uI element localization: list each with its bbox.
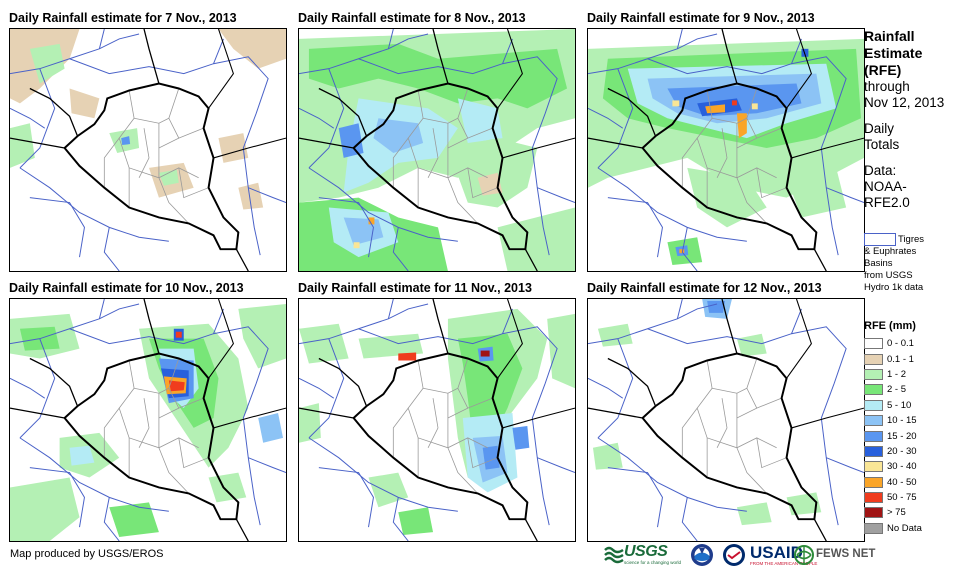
- usaid-logo: USAID FROM THE AMERICAN PEOPLE: [722, 541, 817, 569]
- panel-title: Daily Rainfall estimate for 12 Nov., 201…: [587, 281, 822, 295]
- logo-bar: USGS science for a changing world USAID …: [604, 541, 964, 569]
- usgs-logo-text: USGS: [624, 543, 668, 560]
- rainfall-map: [298, 298, 576, 542]
- panel-title: Daily Rainfall estimate for 10 Nov., 201…: [9, 281, 244, 295]
- rfe-legend-row: 0.1 - 1: [864, 351, 964, 366]
- rfe-class-label: 30 - 40: [887, 461, 917, 473]
- side-title-block: Rainfall Estimate (RFE) through Nov 12, …: [864, 28, 964, 211]
- data-source-1: NOAA-: [864, 179, 907, 194]
- rfe-color-swatch: [864, 368, 883, 380]
- map-panel-nov-7: Daily Rainfall estimate for 7 Nov., 2013: [9, 10, 287, 272]
- rfe-class-label: No Data: [887, 522, 922, 534]
- rfe-legend-row: 15 - 20: [864, 428, 964, 443]
- fews-net-logo: FEWS NET: [794, 541, 964, 569]
- rfe-legend-row: 1 - 2: [864, 367, 964, 382]
- map-panel-nov-11: Daily Rainfall estimate for 11 Nov., 201…: [298, 280, 576, 542]
- usaid-logo-text: USAID: [750, 543, 803, 562]
- rfe-legend-row: 30 - 40: [864, 459, 964, 474]
- panel-title: Daily Rainfall estimate for 8 Nov., 2013: [298, 11, 526, 25]
- rfe-legend-row: No Data: [864, 521, 964, 536]
- rainfall-map: [587, 28, 865, 272]
- basin-line-4: from USGS: [864, 270, 913, 282]
- title-line-2: Estimate: [864, 45, 923, 61]
- usaid-seal-icon: [723, 544, 745, 566]
- basin-line-1: Tigres: [898, 234, 925, 246]
- rfe-color-swatch: [864, 522, 883, 534]
- fews-net-logo-text: FEWS NET: [816, 548, 876, 560]
- rfe-class-label: 50 - 75: [887, 492, 917, 504]
- rainfall-map: [298, 28, 576, 272]
- rainfall-areas: [299, 308, 575, 536]
- usgs-logo: USGS science for a changing world: [604, 541, 686, 569]
- rainfall-areas: [10, 303, 286, 541]
- rfe-legend: RFE (mm) 0 - 0.1 0.1 - 1 1 - 2 2 - 5 5 - 10 1…: [864, 320, 964, 536]
- rfe-color-swatch: [864, 492, 883, 504]
- noaa-seal-icon: [691, 544, 713, 566]
- rfe-color-swatch: [864, 430, 883, 442]
- rfe-class-label: > 75: [887, 507, 906, 519]
- rfe-class-label: 15 - 20: [887, 430, 917, 442]
- rfe-color-swatch: [864, 461, 883, 473]
- title-line-3: (RFE): [864, 62, 902, 78]
- map-credit: Map produced by USGS/EROS: [10, 548, 164, 560]
- title-line-1: Rainfall: [864, 28, 915, 44]
- rfe-class-label: 2 - 5: [887, 384, 907, 396]
- rfe-class-label: 5 - 10: [887, 399, 912, 411]
- rfe-legend-row: 2 - 5: [864, 382, 964, 397]
- rfe-class-label: 0.1 - 1: [887, 353, 914, 365]
- rfe-legend-row: 50 - 75: [864, 490, 964, 505]
- rainfall-map: [9, 28, 287, 272]
- rfe-color-swatch: [864, 399, 883, 411]
- rfe-legend-title: RFE (mm): [864, 320, 916, 332]
- map-panel-nov-10: Daily Rainfall estimate for 10 Nov., 201…: [9, 280, 287, 542]
- usaid-tagline: FROM THE AMERICAN PEOPLE: [750, 561, 818, 566]
- rfe-color-swatch: [864, 384, 883, 396]
- basin-line-3: Basins: [864, 258, 893, 270]
- usgs-wave-icon: [604, 546, 624, 564]
- rfe-legend-row: 0 - 0.1: [864, 336, 964, 351]
- totals-label: Totals: [864, 137, 900, 152]
- map-panel-nov-12: Daily Rainfall estimate for 12 Nov., 201…: [587, 280, 865, 542]
- rfe-color-swatch: [864, 338, 883, 350]
- rainfall-map: [587, 298, 865, 542]
- rainfall-areas: [10, 29, 286, 210]
- basin-swatch: [864, 233, 896, 246]
- rfe-class-label: 0 - 0.1: [887, 338, 914, 350]
- rfe-color-swatch: [864, 353, 883, 365]
- map-panel-nov-8: Daily Rainfall estimate for 8 Nov., 2013: [298, 10, 576, 272]
- rfe-color-swatch: [864, 445, 883, 457]
- basin-line-2: & Euphrates: [864, 246, 917, 258]
- through-label: through: [864, 79, 910, 94]
- rfe-class-label: 40 - 50: [887, 476, 917, 488]
- noaa-logo: [690, 541, 716, 569]
- rainfall-areas: [299, 29, 575, 271]
- rfe-legend-row: 10 - 15: [864, 413, 964, 428]
- panel-title: Daily Rainfall estimate for 7 Nov., 2013: [9, 11, 237, 25]
- panel-title: Daily Rainfall estimate for 11 Nov., 201…: [298, 281, 532, 295]
- basin-legend: Tigres & Euphrates Basins from USGS Hydr…: [864, 233, 964, 294]
- rfe-legend-row: > 75: [864, 505, 964, 520]
- rfe-color-swatch: [864, 415, 883, 427]
- rfe-class-label: 10 - 15: [887, 415, 917, 427]
- rfe-color-swatch: [864, 507, 883, 519]
- through-date: Nov 12, 2013: [864, 95, 945, 110]
- rfe-legend-row: 40 - 50: [864, 475, 964, 490]
- rfe-color-swatch: [864, 476, 883, 488]
- rfe-class-label: 20 - 30: [887, 445, 917, 457]
- fews-net-globe-icon: [794, 545, 814, 565]
- data-label: Data:: [864, 163, 897, 178]
- daily-label: Daily: [864, 121, 895, 136]
- rfe-legend-row: 5 - 10: [864, 398, 964, 413]
- rfe-legend-row: 20 - 30: [864, 444, 964, 459]
- panel-title: Daily Rainfall estimate for 9 Nov., 2013: [587, 11, 815, 25]
- data-source-2: RFE2.0: [864, 195, 910, 210]
- rainfall-map: [9, 298, 287, 542]
- usgs-tagline: science for a changing world: [624, 560, 682, 565]
- rfe-class-label: 1 - 2: [887, 368, 907, 380]
- basin-line-5: Hydro 1k data: [864, 282, 924, 294]
- map-panel-nov-9: Daily Rainfall estimate for 9 Nov., 2013: [587, 10, 865, 272]
